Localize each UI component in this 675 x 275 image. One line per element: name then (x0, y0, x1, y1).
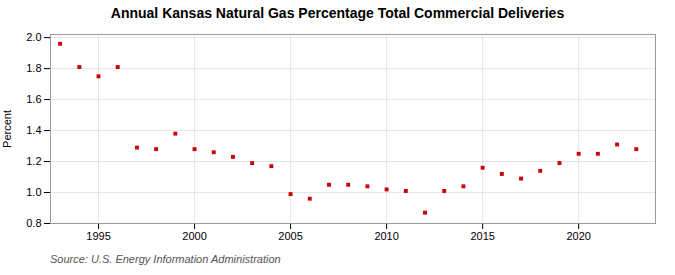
svg-text:2015: 2015 (470, 230, 494, 242)
svg-text:1.2: 1.2 (26, 155, 41, 167)
svg-text:1.6: 1.6 (26, 93, 41, 105)
svg-text:Percent: Percent (1, 110, 13, 148)
svg-text:2.0: 2.0 (26, 31, 41, 43)
svg-text:1.0: 1.0 (26, 186, 41, 198)
html-text:Annual Kansas Natural Gas Perc: Annual Kansas Natural Gas Percentage Tot… (110, 5, 565, 21)
svg-text:0.8: 0.8 (26, 217, 41, 229)
svg-text:2020: 2020 (566, 230, 590, 242)
svg-text:2005: 2005 (278, 230, 302, 242)
svg-text:1.8: 1.8 (26, 62, 41, 74)
svg-text:2010: 2010 (374, 230, 398, 242)
svg-text:1.4: 1.4 (26, 124, 41, 136)
svg-text:1995: 1995 (86, 230, 110, 242)
html-text:Source: U.S. Energy Informatio: Source: U.S. Energy Information Administ… (50, 253, 281, 265)
svg-text:2000: 2000 (182, 230, 206, 242)
